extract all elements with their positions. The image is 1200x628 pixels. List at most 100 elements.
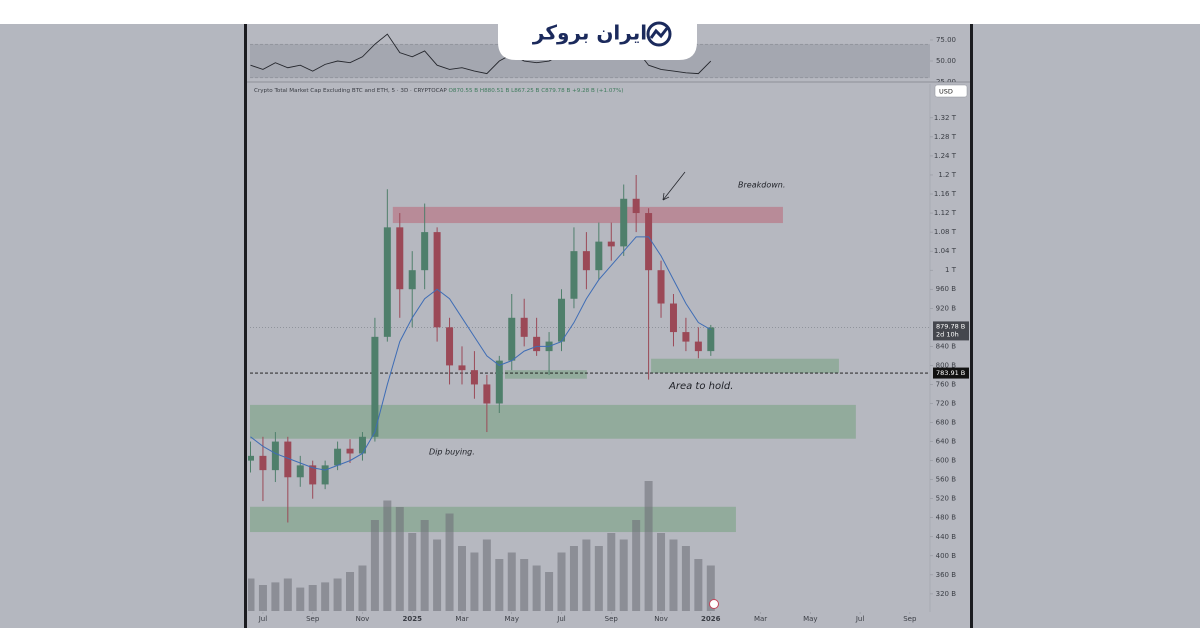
y-tick-label: 520 B (936, 495, 957, 503)
logo-box (498, 0, 697, 60)
volume-bar (657, 533, 666, 611)
x-tick-label: 2026 (701, 615, 721, 623)
volume-bar (370, 520, 379, 611)
price-badge-countdown: 2d 10h (936, 330, 959, 338)
y-tick-label: 1.16 T (934, 190, 957, 198)
candle-body (607, 241, 615, 247)
y-tick-label: 1.04 T (934, 247, 957, 255)
candle-body (358, 436, 366, 454)
zone (505, 370, 587, 379)
candle-body (458, 365, 466, 371)
y-tick-label: 1.08 T (934, 228, 957, 236)
x-tick-label: Jul (855, 615, 865, 623)
candle-body (682, 332, 690, 342)
y-tick-label: 840 B (936, 342, 957, 350)
zone (392, 206, 783, 224)
annotation: Dip buying. (429, 448, 475, 457)
x-tick-label: May (803, 615, 817, 623)
volume-bar (271, 582, 280, 611)
legend-item: +9.28 B (+1.07%) (572, 88, 623, 94)
candle-body (694, 341, 702, 352)
volume-bar (507, 552, 516, 611)
annotation: Breakdown. (738, 181, 785, 190)
volume-bar (594, 546, 603, 611)
candle-body (620, 198, 628, 247)
volume-bar (333, 578, 342, 611)
x-tick-label: Mar (754, 615, 767, 623)
volume-bar (408, 533, 417, 611)
candle-body (271, 441, 279, 471)
y-tick-label: 640 B (936, 438, 957, 446)
candle-body (669, 303, 677, 333)
candle-body (707, 327, 715, 352)
currency-box[interactable] (934, 84, 968, 98)
y-tick-label: 1.24 T (934, 152, 957, 160)
x-tick-label: Nov (356, 615, 370, 623)
volume-bar (346, 572, 355, 611)
candle-body (408, 270, 416, 290)
annotation: Area to hold. (668, 381, 733, 392)
x-tick-label: Jul (556, 615, 566, 623)
volume-bar (482, 539, 491, 611)
y-tick-label: 760 B (936, 380, 957, 388)
candle-body (296, 465, 304, 478)
volume-bar (383, 500, 392, 611)
legend-item: O870.55 B (449, 88, 479, 94)
candle-body (346, 448, 354, 454)
y-tick-label: 1 T (945, 266, 957, 274)
candle-body (495, 360, 503, 404)
price-badge (933, 321, 969, 341)
y-tick-label: 560 B (936, 476, 957, 484)
candle-body (632, 198, 640, 214)
volume-bar (520, 559, 529, 611)
candle-body (595, 241, 603, 271)
candle-body (396, 227, 404, 290)
y-tick-label: 360 B (936, 571, 957, 579)
candle-body (483, 384, 491, 404)
candle-body (470, 370, 478, 385)
x-tick-label: Nov (654, 615, 668, 623)
volume-bar (582, 539, 591, 611)
candle-body (520, 317, 528, 337)
candle-body (309, 465, 317, 485)
volume-bar (296, 587, 305, 611)
volume-bar (607, 533, 616, 611)
volume-bar (395, 507, 404, 611)
candle-body (383, 227, 391, 337)
volume-bar (694, 559, 703, 611)
y-tick-label: 320 B (936, 590, 957, 598)
level-badge-label: 783.91 B (936, 369, 965, 377)
y-tick-label: 400 B (936, 552, 957, 560)
y-tick-label: 440 B (936, 533, 957, 541)
currency[interactable]: USD (939, 88, 953, 96)
volume-bar (495, 559, 504, 611)
legend-item: H880.51 B (480, 88, 510, 94)
candle-body (508, 317, 516, 361)
y-tick-label: 680 B (936, 419, 957, 427)
candle-body (334, 448, 342, 466)
event-icon[interactable] (709, 599, 719, 609)
candle-body (421, 232, 429, 271)
y-tick-label: 1.2 T (938, 171, 956, 179)
legend-title: Crypto Total Market Cap Excluding BTC an… (254, 88, 447, 94)
volume-bar (420, 520, 429, 611)
legend-item: L867.25 B (511, 88, 539, 94)
volume-bar (321, 582, 330, 611)
logo-icon (646, 21, 672, 47)
arrow-head (662, 192, 670, 201)
x-tick-label: 2025 (402, 615, 422, 623)
y-tick-label: 920 B (936, 304, 957, 312)
zone (250, 506, 736, 533)
volume-bar (619, 539, 628, 611)
panel-border (244, 24, 247, 628)
zone (250, 404, 856, 439)
candle-body (558, 298, 566, 342)
level-badge (933, 367, 969, 379)
volume-bar (258, 585, 267, 611)
volume-bar (283, 578, 292, 611)
candle-body (433, 232, 441, 328)
panel-border (970, 24, 973, 628)
volume-bar (358, 565, 367, 611)
